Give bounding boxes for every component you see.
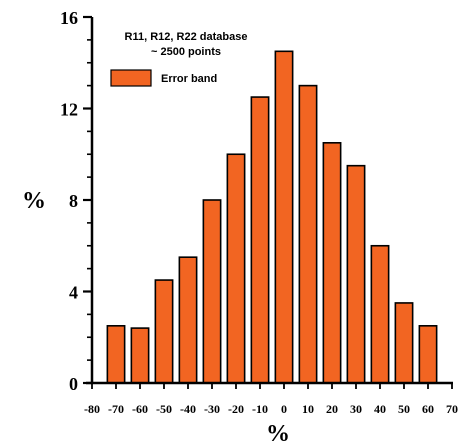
y-axis-title: % [22,188,46,214]
y-tick-label-16: 16 [60,8,78,28]
bar-50 [394,302,414,384]
annotation-line-2: ~ 2500 points [151,46,221,58]
x-tick-label--70: -70 [108,402,124,416]
annotation-box: R11, R12, R22 database ~ 2500 points [125,31,248,58]
y-tick-label-12: 12 [60,100,78,120]
bar--10 [250,96,270,384]
x-tick-label-60: 60 [422,402,434,416]
x-tick-label-70: 70 [446,402,458,416]
x-ticks-group: -80 -70 -60 -50 -40 -30 -20 -10 0 10 20 30 40 50 60 70 [84,383,458,416]
x-tick-label-0: 0 [281,402,287,416]
legend-label: Error band [161,73,217,85]
x-tick-label-10: 10 [302,402,314,416]
bar-20 [322,142,342,384]
x-tick-label--10: -10 [252,402,268,416]
x-tick-label--60: -60 [132,402,148,416]
legend: Error band [110,69,217,87]
x-tick-label-50: 50 [398,402,410,416]
bar--30 [202,199,222,384]
y-tick-label-8: 8 [69,191,78,211]
bar--40 [178,256,198,384]
bar-30 [346,164,366,384]
x-tick-label--40: -40 [180,402,196,416]
bar--70 [106,325,126,384]
x-tick-label--80: -80 [84,402,100,416]
bar-0 [274,50,294,384]
annotation-line-1: R11, R12, R22 database [125,31,248,43]
bars-group [106,50,438,384]
y-ticks-group: 0 4 8 12 16 [60,8,92,394]
legend-swatch [110,69,152,87]
bar--60 [130,327,150,384]
x-tick-label--20: -20 [228,402,244,416]
bar-60 [418,325,438,384]
bar-40 [370,244,390,384]
x-tick-label--50: -50 [156,402,172,416]
y-tick-label-4: 4 [69,283,78,303]
x-tick-label--30: -30 [204,402,220,416]
x-tick-label-40: 40 [374,402,386,416]
bar-10 [298,84,318,384]
x-tick-label-20: 20 [326,402,338,416]
bar--20 [226,153,246,384]
x-tick-label-30: 30 [350,402,362,416]
bar--50 [154,279,174,384]
y-tick-label-0: 0 [69,374,78,394]
x-axis-title: % [266,421,290,445]
